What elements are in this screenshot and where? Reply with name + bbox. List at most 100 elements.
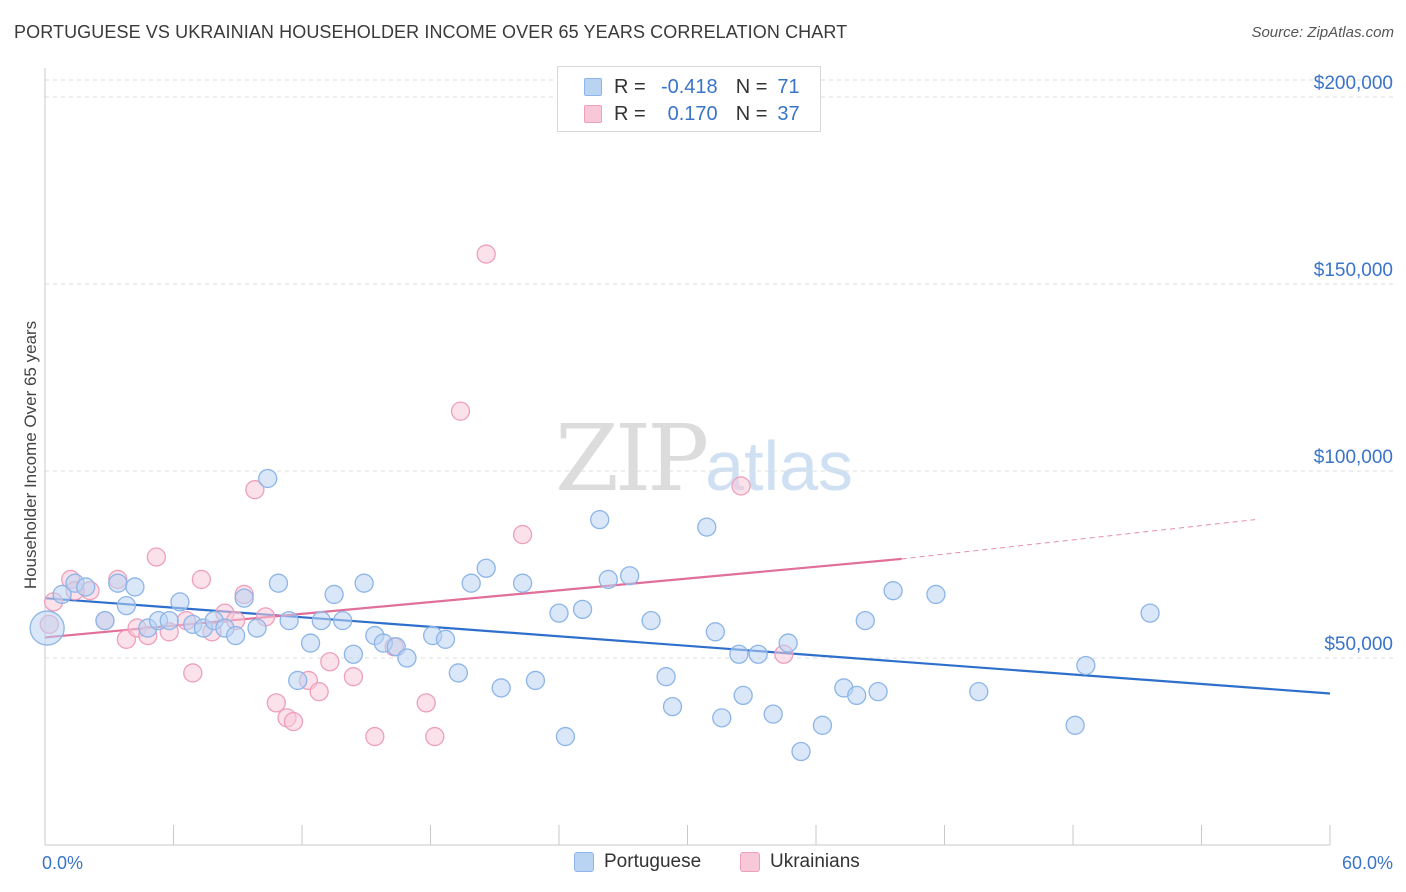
portuguese-point bbox=[748, 644, 768, 664]
ukrainians-point bbox=[343, 667, 364, 687]
legend-n-value: 37 bbox=[777, 102, 800, 125]
portuguese-point bbox=[491, 678, 511, 698]
portuguese-point bbox=[1140, 603, 1160, 623]
legend-row-portuguese: R = -0.418 N = 71 bbox=[584, 75, 800, 99]
portuguese-point bbox=[52, 584, 72, 605]
legend-n-label: N = bbox=[735, 75, 768, 98]
portuguese-point bbox=[288, 670, 308, 691]
portuguese-point bbox=[697, 517, 717, 537]
portuguese-point bbox=[512, 573, 533, 593]
portuguese-point bbox=[791, 741, 811, 762]
portuguese-point bbox=[590, 509, 610, 530]
x-tick-label: 60.0% bbox=[1342, 853, 1393, 873]
ukrainians-trend-extension bbox=[901, 519, 1256, 560]
portuguese-point bbox=[712, 708, 732, 728]
portuguese-point bbox=[555, 726, 576, 747]
portuguese-point bbox=[108, 573, 128, 593]
legend-label-portuguese: Portuguese bbox=[604, 851, 702, 872]
ukrainians-point bbox=[146, 547, 167, 567]
legend-r-value: 0.170 bbox=[667, 102, 718, 125]
portuguese-point bbox=[95, 610, 115, 631]
legend-r-value: -0.418 bbox=[660, 75, 718, 98]
portuguese-point bbox=[1065, 715, 1085, 735]
tick-labels: $50,000 $100,000 $150,000 $200,000 0.0% 60.0% bbox=[42, 73, 1393, 873]
portuguese-point bbox=[572, 599, 593, 620]
stats-legend: R = -0.418 N = 71 R = 0.170 N = 37 bbox=[557, 66, 821, 132]
portuguese-point bbox=[29, 610, 65, 646]
ukrainians-point bbox=[512, 524, 533, 545]
portuguese-point bbox=[641, 610, 661, 631]
portuguese-point bbox=[662, 696, 683, 717]
portuguese-point bbox=[76, 577, 96, 597]
ukrainians-point bbox=[731, 476, 751, 496]
portuguese-point bbox=[598, 569, 618, 590]
portuguese-point bbox=[234, 588, 254, 608]
portuguese-swatch bbox=[584, 78, 602, 96]
portuguese-point bbox=[763, 704, 783, 724]
portuguese-point bbox=[397, 648, 417, 668]
ukrainians-point bbox=[191, 569, 211, 590]
portuguese-point bbox=[847, 685, 867, 706]
legend-n-value: 71 bbox=[777, 75, 800, 98]
portuguese-point bbox=[268, 573, 289, 593]
portuguese-point bbox=[279, 610, 299, 631]
portuguese-point bbox=[461, 573, 481, 593]
portuguese-point bbox=[258, 468, 278, 489]
portuguese-point bbox=[324, 584, 344, 605]
ukrainians-point bbox=[183, 663, 203, 683]
portuguese-point bbox=[969, 682, 989, 702]
legend-r-label: R = bbox=[614, 75, 646, 98]
data-points bbox=[29, 244, 1160, 762]
portuguese-point bbox=[705, 622, 725, 642]
ukrainians-point bbox=[245, 480, 265, 500]
portuguese-point bbox=[448, 663, 468, 683]
ukrainians-point bbox=[283, 711, 304, 732]
ukrainians-point bbox=[476, 244, 496, 264]
portuguese-point bbox=[620, 566, 640, 586]
portuguese-point bbox=[778, 633, 798, 653]
legend-item-portuguese: Portuguese bbox=[574, 851, 701, 873]
portuguese-point bbox=[549, 603, 569, 623]
portuguese-point bbox=[247, 618, 267, 638]
portuguese-point bbox=[225, 625, 246, 646]
portuguese-point bbox=[435, 629, 456, 649]
legend-item-ukrainians: Ukrainians bbox=[740, 851, 860, 873]
y-tick-label: $100,000 bbox=[1314, 447, 1393, 468]
portuguese-point bbox=[311, 610, 331, 631]
portuguese-point bbox=[300, 633, 321, 653]
series-legend: Portuguese Ukrainians bbox=[0, 851, 1406, 877]
y-axis-label: Householder Income Over 65 years bbox=[21, 321, 40, 589]
portuguese-point bbox=[525, 670, 546, 691]
portuguese-point bbox=[883, 581, 903, 601]
ukrainians-point bbox=[450, 401, 471, 421]
grid-lines bbox=[45, 79, 1395, 659]
portuguese-point bbox=[159, 610, 179, 631]
portuguese-point bbox=[656, 667, 676, 687]
ukrainians-swatch bbox=[740, 852, 760, 872]
portuguese-point bbox=[812, 715, 833, 735]
portuguese-point bbox=[170, 592, 190, 612]
ukrainians-point bbox=[309, 682, 329, 702]
ukrainians-point bbox=[266, 693, 286, 713]
trend-lines bbox=[44, 519, 1331, 695]
portuguese-point bbox=[729, 644, 749, 664]
x-tick-label: 0.0% bbox=[42, 853, 83, 873]
ukrainians-point bbox=[365, 726, 385, 747]
portuguese-swatch bbox=[574, 852, 594, 872]
portuguese-point bbox=[926, 584, 946, 605]
portuguese-point bbox=[476, 558, 496, 578]
axes bbox=[44, 68, 1331, 846]
portuguese-point bbox=[868, 682, 888, 702]
ukrainians-point bbox=[416, 693, 436, 713]
y-tick-label: $50,000 bbox=[1324, 634, 1393, 655]
portuguese-point bbox=[354, 573, 374, 593]
portuguese-point bbox=[343, 644, 364, 664]
portuguese-point bbox=[333, 610, 353, 631]
portuguese-point bbox=[1076, 655, 1096, 676]
portuguese-point bbox=[855, 610, 875, 631]
legend-row-ukrainians: R = 0.170 N = 37 bbox=[584, 102, 800, 126]
chart-title: PORTUGUESE VS UKRAINIAN HOUSEHOLDER INCO… bbox=[14, 22, 848, 42]
portuguese-point bbox=[116, 595, 137, 616]
portuguese-point bbox=[125, 577, 145, 597]
